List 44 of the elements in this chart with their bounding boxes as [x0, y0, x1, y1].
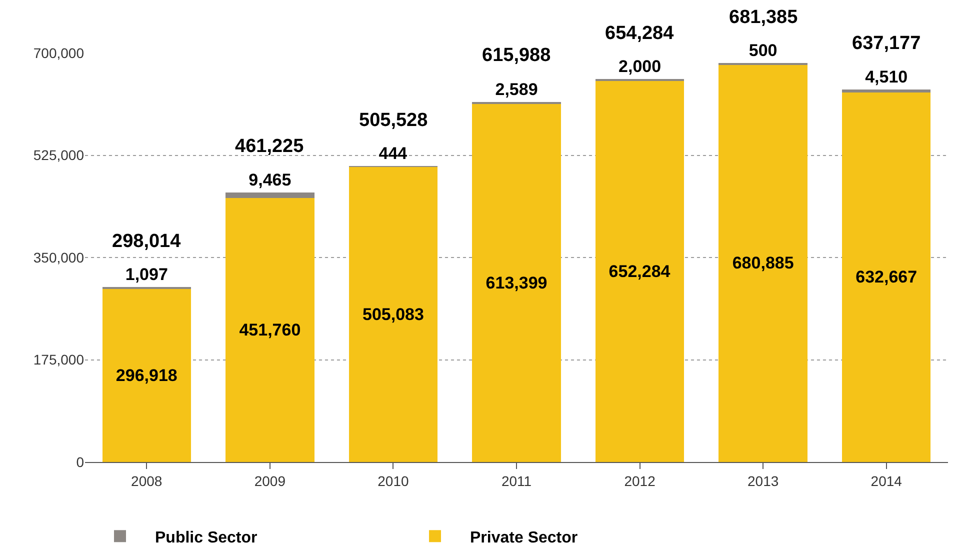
bar: [595, 80, 684, 462]
legend-label: Private Sector: [470, 529, 578, 546]
total-label: 681,385: [729, 7, 798, 28]
bar: [226, 198, 314, 462]
x-tick-label: 2013: [747, 472, 779, 489]
total-label: 461,225: [235, 136, 304, 157]
data-label: 4,510: [865, 68, 908, 87]
bar: [842, 90, 931, 92]
x-tick-label: 2011: [501, 472, 532, 489]
x-tick-label: 2008: [131, 472, 162, 489]
x-tick-label: 2012: [624, 472, 656, 489]
y-tick-label: 0: [76, 454, 84, 470]
data-label: 505,083: [362, 304, 424, 324]
x-tick-label: 2009: [254, 472, 286, 489]
bar: [102, 288, 192, 462]
x-tick-label: 2014: [870, 472, 902, 489]
data-label: 9,465: [248, 170, 292, 190]
total-label: 615,988: [482, 45, 551, 66]
data-label: 680,885: [732, 254, 794, 273]
data-label: 296,918: [116, 366, 178, 385]
bar: [226, 192, 314, 198]
total-label: 637,177: [852, 33, 921, 54]
data-label: 2,589: [495, 80, 538, 99]
bar: [842, 92, 931, 462]
data-label: 632,667: [856, 268, 918, 287]
total-label: 505,528: [359, 110, 428, 131]
bar: [348, 166, 438, 462]
data-label: 1,097: [125, 265, 168, 284]
y-tick-label: 700,000: [33, 44, 84, 61]
y-tick-label: 525,000: [33, 147, 84, 164]
bar: [718, 64, 808, 462]
bar: [472, 104, 561, 462]
total-label: 298,014: [112, 231, 182, 252]
y-tick-label: 350,000: [33, 249, 84, 266]
legend-label: Public Sector: [155, 529, 258, 546]
data-label: 500: [748, 41, 778, 60]
x-tick-label: 2010: [378, 472, 409, 489]
data-label: 444: [378, 144, 408, 163]
total-label: 654,284: [605, 23, 674, 44]
y-tick-label: 175,000: [33, 352, 84, 368]
data-label: 613,399: [486, 273, 548, 292]
data-label: 652,284: [608, 262, 671, 281]
data-label: 2,000: [618, 57, 662, 76]
data-label: 451,760: [239, 320, 301, 340]
